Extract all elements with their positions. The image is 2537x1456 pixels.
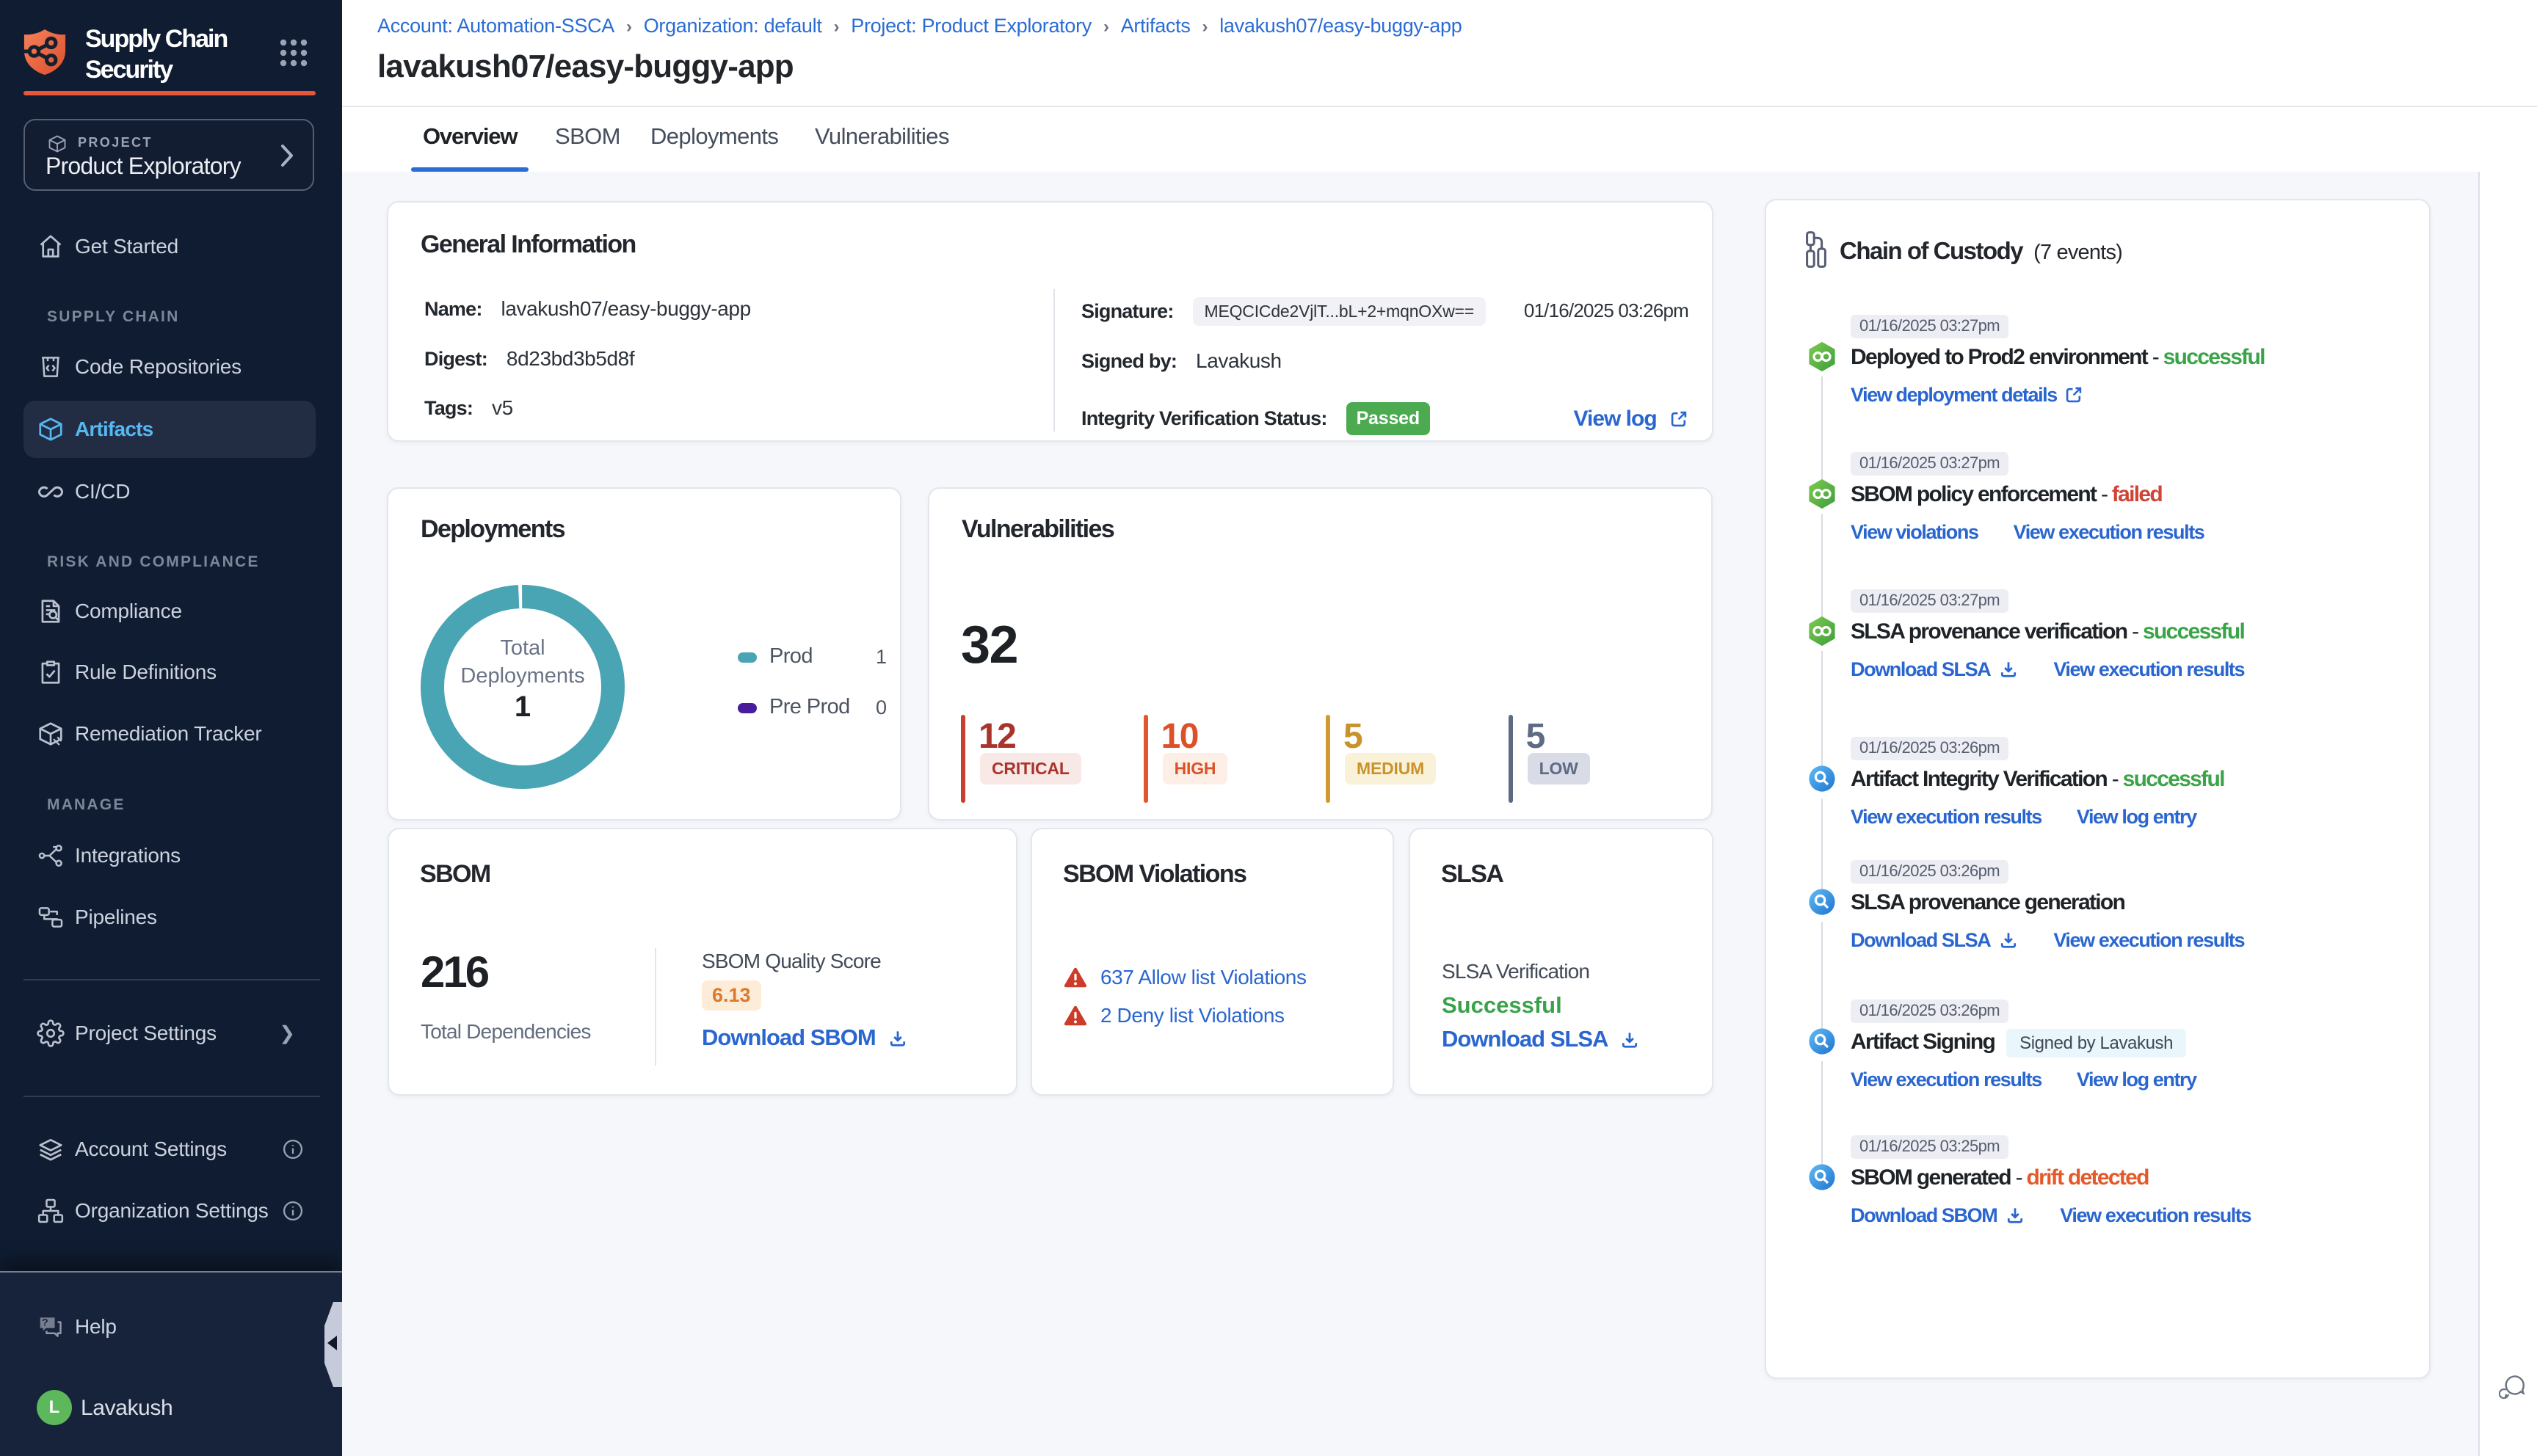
svg-text:1: 1 <box>515 691 531 723</box>
svg-text:Deployments: Deployments <box>460 664 584 688</box>
svg-text:?: ? <box>42 1317 48 1328</box>
svg-text:Total: Total <box>500 636 545 660</box>
